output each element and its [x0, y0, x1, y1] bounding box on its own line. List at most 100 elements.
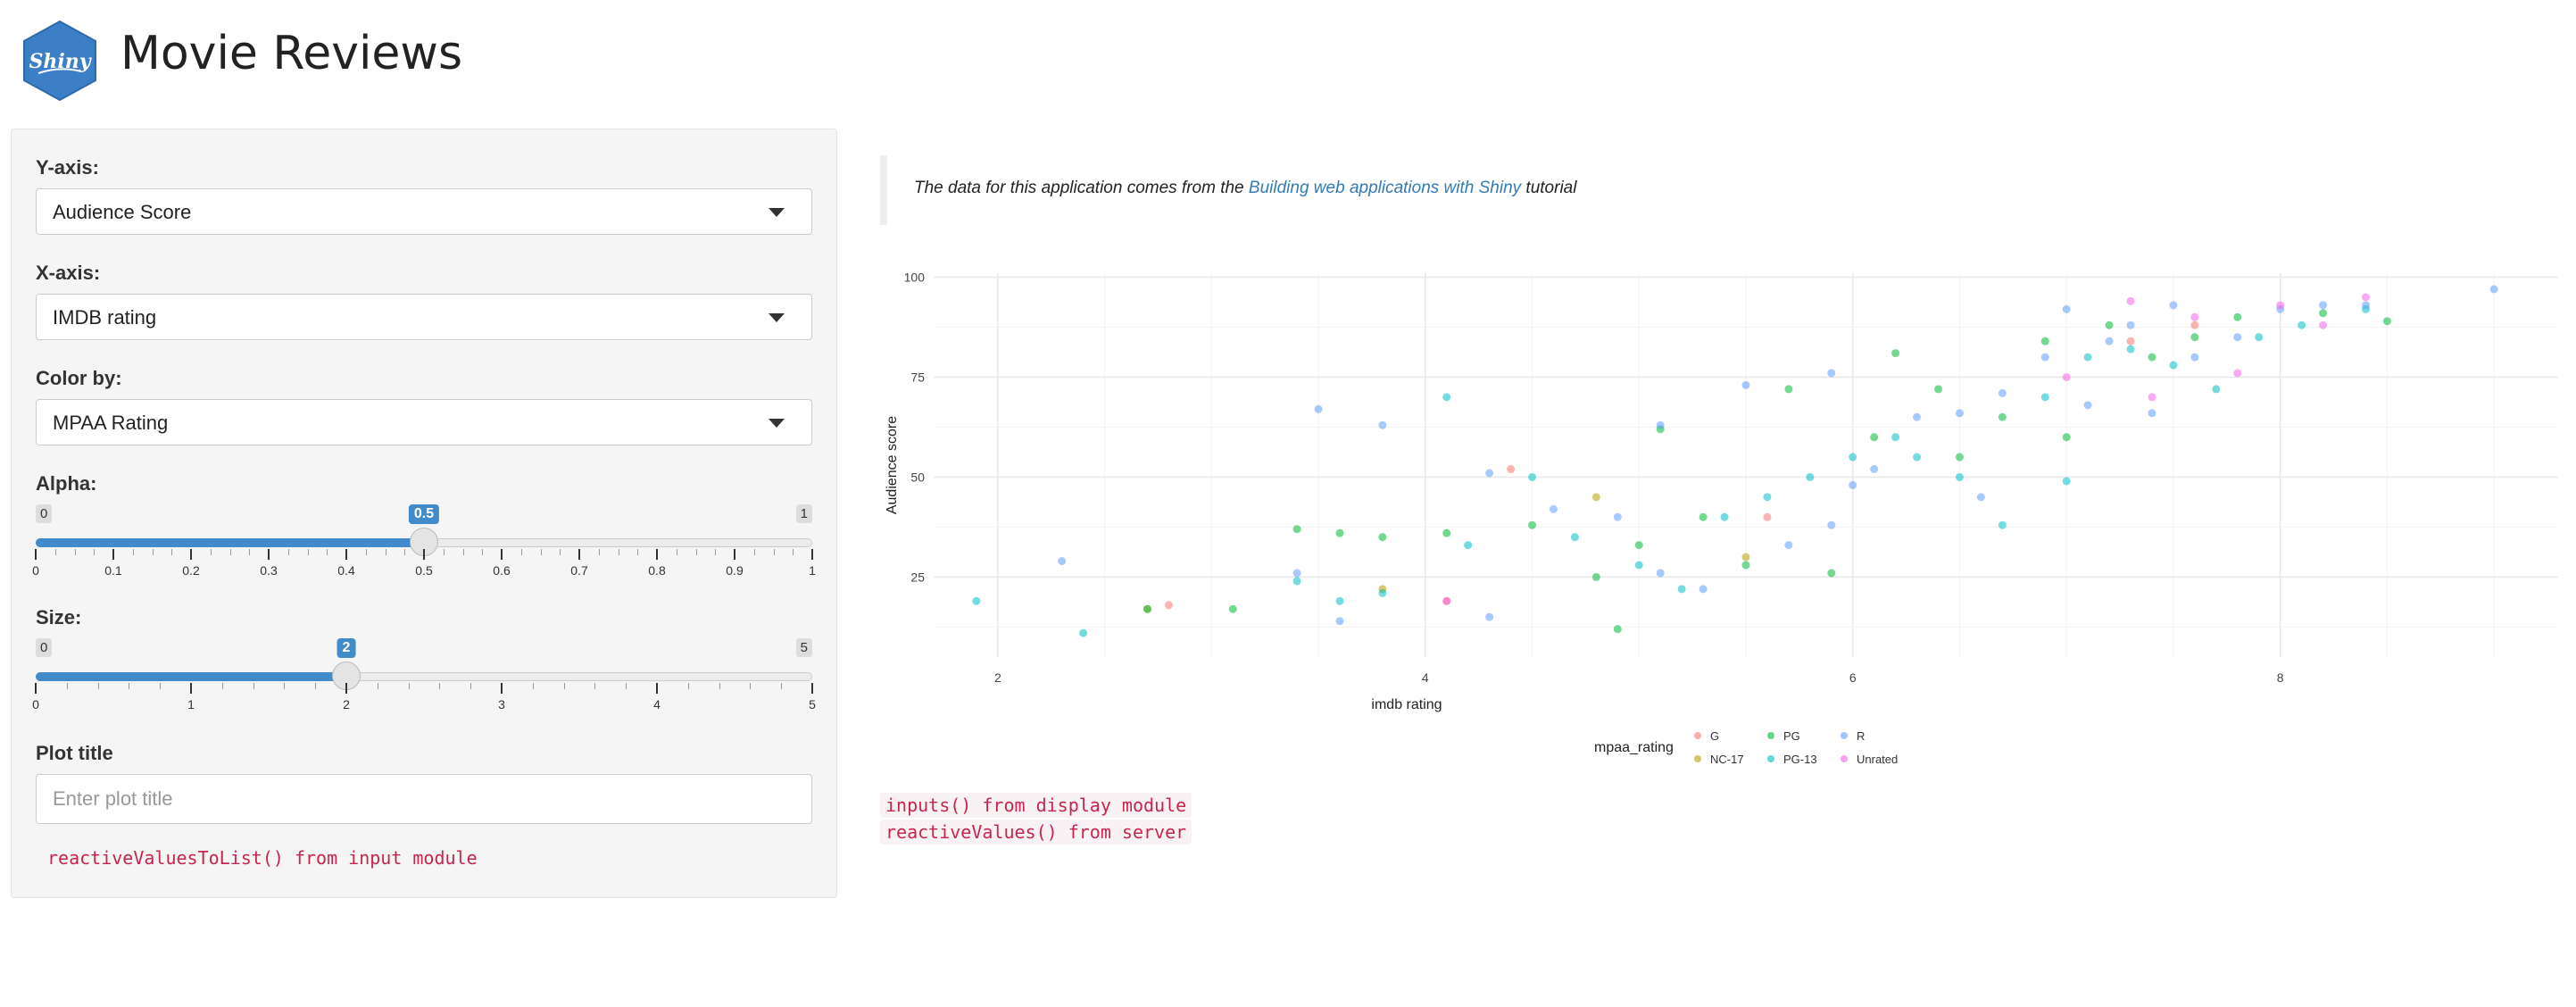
slider-tick — [345, 683, 347, 694]
data-point-g — [1164, 601, 1173, 610]
data-point-unrated — [2361, 293, 2370, 302]
data-point-pg — [1228, 604, 1237, 613]
data-point-r — [1656, 569, 1665, 578]
chevron-down-icon — [769, 313, 785, 322]
slider-minor-tick — [97, 683, 99, 689]
y-axis-select[interactable]: Audience Score — [36, 188, 812, 235]
data-point-r — [1849, 480, 1857, 489]
data-point-r — [1335, 617, 1344, 626]
data-point-pg-13 — [1570, 533, 1579, 542]
data-point-r — [1058, 557, 1067, 565]
slider-handle[interactable] — [332, 662, 361, 690]
slider-tick-label: 0 — [32, 563, 39, 578]
slider-minor-tick — [750, 683, 752, 689]
data-point-pg — [1378, 533, 1387, 542]
slider-tick-label: 3 — [498, 697, 505, 712]
legend-label: Unrated — [1857, 753, 1898, 766]
data-point-unrated — [1442, 596, 1451, 605]
slider-minor-tick — [229, 549, 231, 555]
data-point-pg — [1891, 349, 1900, 358]
data-point-pg — [1634, 541, 1643, 550]
data-point-r — [2361, 301, 2370, 310]
data-point-r — [1699, 585, 1708, 594]
data-point-r — [2489, 285, 2498, 294]
data-point-r — [1827, 369, 1836, 378]
data-point-nc-17 — [1591, 493, 1600, 502]
x-tick-label: 4 — [1422, 670, 1429, 685]
legend-key — [1767, 732, 1774, 739]
x-axis-select[interactable]: IMDB rating — [36, 294, 812, 340]
app-title: Movie Reviews — [120, 27, 463, 80]
slider-minor-tick — [695, 549, 697, 555]
slider-minor-tick — [793, 549, 794, 555]
alpha-label: Alpha: — [36, 472, 97, 495]
color-by-select[interactable]: MPAA Rating — [36, 399, 812, 445]
alpha-slider[interactable]: 0 1 0.5 0 0.1 0.2 0.3 0.4 0.5 0.6 0.7 0.8 0.9 1 — [32, 504, 816, 585]
slider-tick — [656, 683, 658, 694]
data-point-r — [1656, 420, 1665, 429]
data-point-pg-13 — [1677, 585, 1686, 594]
x-tick-label: 6 — [1849, 670, 1857, 685]
slider-tick — [811, 549, 813, 560]
slider-minor-tick — [719, 683, 720, 689]
slider-tick-label: 0.1 — [104, 563, 122, 578]
slider-tick — [35, 549, 37, 560]
data-source-note: The data for this application comes from… — [880, 155, 2558, 225]
slider-minor-tick — [482, 549, 484, 555]
data-point-r — [2169, 301, 2178, 310]
slider-minor-tick — [470, 683, 472, 689]
app-header: Shiny Movie Reviews — [0, 0, 2576, 116]
slider-value-badge: 2 — [337, 638, 356, 658]
data-point-pg-13 — [1335, 596, 1344, 605]
data-point-pg-13 — [1442, 393, 1451, 402]
y-axis-label: Audience score — [885, 416, 900, 514]
slider-tick-label: 0.7 — [570, 563, 588, 578]
slider-fill — [36, 538, 424, 547]
sidebar-panel: Y-axis: Audience Score X-axis: IMDB rati… — [11, 129, 837, 898]
data-point-unrated — [2062, 372, 2071, 381]
slider-tick — [423, 549, 425, 560]
data-point-r — [2148, 409, 2156, 418]
slider-minor-tick — [594, 683, 596, 689]
x-tick-label: 2 — [994, 670, 1001, 685]
slider-tick-label: 1 — [809, 563, 816, 578]
slider-tick — [35, 683, 37, 694]
slider-tick-label: 2 — [343, 697, 350, 712]
data-point-pg-13 — [1891, 433, 1900, 442]
data-point-pg — [2105, 320, 2114, 329]
legend-key — [1767, 755, 1774, 762]
data-point-r — [1913, 412, 1922, 421]
data-point-r — [1827, 520, 1836, 529]
slider-minor-tick — [560, 549, 561, 555]
tutorial-link[interactable]: Building web applications with Shiny — [1248, 179, 1522, 197]
data-point-r — [2083, 401, 2092, 410]
data-point-r — [1485, 612, 1494, 621]
slider-minor-tick — [160, 683, 162, 689]
slider-minor-tick — [753, 549, 755, 555]
data-point-unrated — [2276, 301, 2285, 310]
plot-title-label: Plot title — [36, 742, 113, 764]
data-point-r — [1549, 504, 1558, 513]
data-point-pg-13 — [1955, 472, 1964, 481]
data-point-pg — [1699, 512, 1708, 521]
y-tick-label: 75 — [910, 370, 925, 384]
data-point-r — [1784, 541, 1793, 550]
slider-tick-label: 0.9 — [726, 563, 744, 578]
data-point-pg-13 — [1913, 453, 1922, 462]
data-point-r — [1998, 388, 2007, 397]
slider-minor-tick — [462, 549, 464, 555]
legend-key — [1841, 755, 1848, 762]
slider-max-label: 5 — [795, 638, 812, 657]
data-point-pg — [1442, 528, 1451, 537]
slider-minor-tick — [715, 549, 717, 555]
x-tick-label: 8 — [2277, 670, 2284, 685]
plot-title-input[interactable] — [36, 774, 812, 824]
color-by-label: Color by: — [36, 367, 122, 389]
data-point-r — [1378, 420, 1387, 429]
data-point-r — [2233, 333, 2242, 342]
size-slider[interactable]: 0 5 2 0 1 2 3 4 5 — [32, 638, 816, 719]
slider-minor-tick — [221, 683, 223, 689]
data-point-pg-13 — [2040, 393, 2049, 402]
slider-tick — [190, 683, 192, 694]
data-point-pg-13 — [1720, 512, 1729, 521]
